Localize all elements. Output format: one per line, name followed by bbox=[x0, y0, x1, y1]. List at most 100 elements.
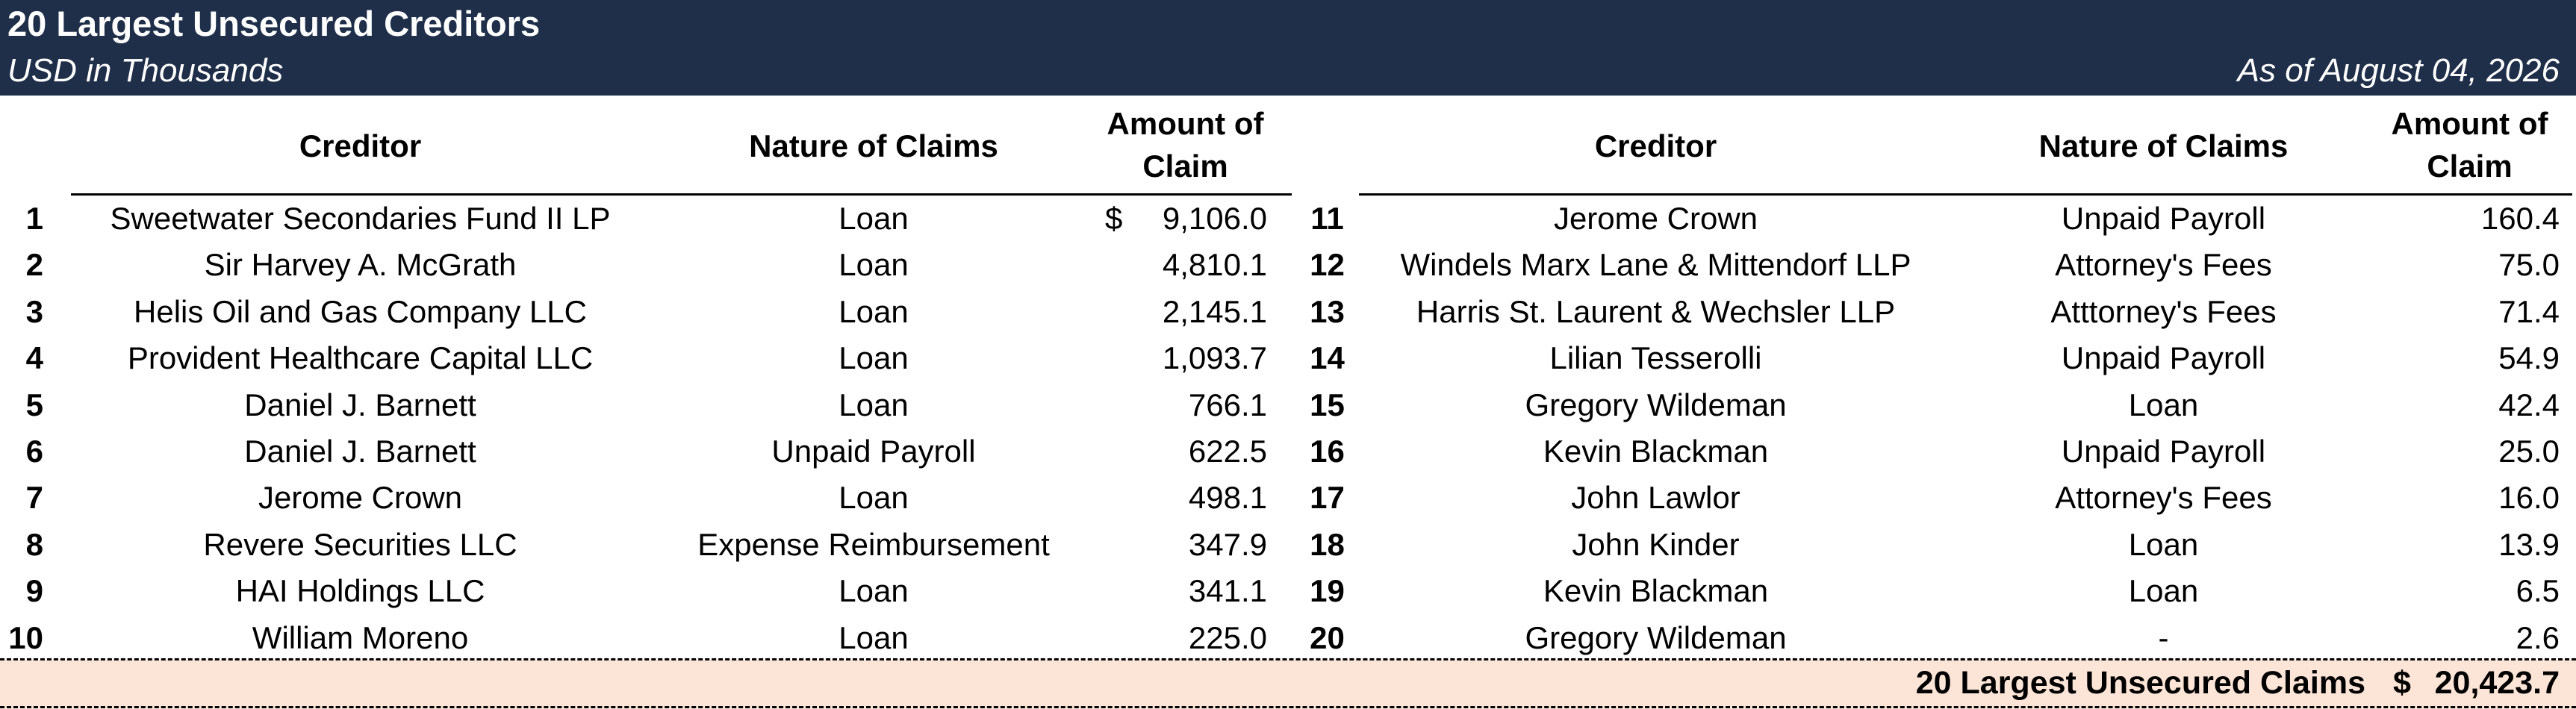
claim-amount: 13.9 bbox=[2498, 526, 2560, 562]
total-label: 20 Largest Unsecured Claims bbox=[1915, 665, 2365, 701]
creditor-name: HAI Holdings LLC bbox=[235, 573, 485, 609]
claim-nature: Atttorney's Fees bbox=[2050, 293, 2277, 329]
right-amount-header: Amount of Claim bbox=[2367, 102, 2572, 187]
total-row bbox=[0, 660, 2576, 709]
claim-nature: Attorney's Fees bbox=[2055, 247, 2272, 283]
as-of-date: As of August 04, 2026 bbox=[2237, 52, 2560, 89]
report-header: 20 Largest Unsecured Creditors USD in Th… bbox=[0, 0, 2576, 96]
row-number: 6 bbox=[25, 434, 43, 469]
claim-nature: Loan bbox=[839, 201, 909, 236]
claim-amount: 16.0 bbox=[2498, 480, 2560, 516]
row-number: 12 bbox=[1310, 247, 1345, 283]
creditor-name: Lilian Tesserolli bbox=[1549, 340, 1762, 376]
claim-amount: 1,093.7 bbox=[1162, 340, 1267, 376]
claim-nature: - bbox=[2158, 619, 2169, 655]
claim-amount: 71.4 bbox=[2498, 293, 2560, 329]
creditor-name: Harris St. Laurent & Wechsler LLP bbox=[1416, 293, 1896, 329]
left-amount-header-line2: Claim bbox=[1142, 149, 1228, 184]
row-number: 5 bbox=[25, 387, 43, 422]
left-nature-header: Nature of Claims bbox=[749, 128, 998, 163]
claim-amount: 42.4 bbox=[2498, 387, 2560, 422]
claim-amount: 6.5 bbox=[2516, 573, 2560, 609]
creditor-name: Provident Healthcare Capital LLC bbox=[127, 340, 594, 376]
left-creditor-header: Creditor bbox=[299, 128, 422, 163]
creditor-name: Kevin Blackman bbox=[1543, 573, 1769, 609]
row-number: 10 bbox=[8, 619, 43, 655]
claim-amount: 347.9 bbox=[1188, 526, 1267, 562]
claim-nature: Loan bbox=[839, 619, 909, 655]
right-amount-header-line2: Claim bbox=[2427, 149, 2513, 184]
claim-nature: Loan bbox=[839, 293, 909, 329]
row-number: 11 bbox=[1310, 201, 1344, 236]
total-value: 20,423.7 bbox=[2434, 665, 2560, 701]
creditor-name: Kevin Blackman bbox=[1543, 434, 1769, 469]
row-number: 4 bbox=[25, 340, 43, 376]
left-amount-header-line1: Amount of bbox=[1107, 106, 1264, 141]
creditor-name: Gregory Wildeman bbox=[1525, 619, 1787, 655]
row-number: 2 bbox=[25, 247, 43, 283]
creditor-name: Gregory Wildeman bbox=[1525, 387, 1787, 422]
creditor-name: John Kinder bbox=[1572, 526, 1740, 562]
row-number: 1 bbox=[25, 201, 43, 236]
creditor-name: William Moreno bbox=[252, 619, 469, 655]
claim-amount: 54.9 bbox=[2498, 340, 2560, 376]
creditor-name: Jerome Crown bbox=[1553, 201, 1758, 236]
claim-nature: Attorney's Fees bbox=[2055, 480, 2272, 516]
claim-nature: Loan bbox=[839, 247, 909, 283]
row-number: 17 bbox=[1310, 480, 1345, 516]
row-number: 16 bbox=[1310, 434, 1345, 469]
creditor-name: Sweetwater Secondaries Fund II LP bbox=[110, 201, 611, 236]
total-top-dash bbox=[0, 658, 2576, 660]
creditor-name: Daniel J. Barnett bbox=[244, 387, 476, 422]
claim-amount: 766.1 bbox=[1188, 387, 1267, 422]
creditor-name: Jerome Crown bbox=[258, 480, 463, 516]
creditor-name: John Lawlor bbox=[1571, 480, 1740, 516]
row-number: 18 bbox=[1310, 526, 1345, 562]
right-creditor-header: Creditor bbox=[1594, 128, 1717, 163]
claim-nature: Loan bbox=[839, 387, 909, 422]
claim-amount: 25.0 bbox=[2498, 434, 2560, 469]
claim-nature: Loan bbox=[2128, 526, 2199, 562]
dollar-sign: $ bbox=[1105, 201, 1123, 236]
claim-nature: Loan bbox=[2128, 573, 2199, 609]
report-title: 20 Largest Unsecured Creditors bbox=[7, 4, 541, 43]
claim-amount: 2,145.1 bbox=[1162, 293, 1267, 329]
total-bottom-dash bbox=[0, 706, 2576, 708]
claim-nature: Expense Reimbursement bbox=[697, 526, 1050, 562]
left-header-rule bbox=[71, 193, 1292, 196]
claim-nature: Loan bbox=[839, 480, 909, 516]
row-number: 3 bbox=[25, 293, 43, 329]
row-number: 9 bbox=[25, 573, 43, 609]
claim-nature: Unpaid Payroll bbox=[2061, 201, 2266, 236]
claim-amount: 75.0 bbox=[2498, 247, 2560, 283]
claim-amount: 9,106.0 bbox=[1162, 201, 1267, 236]
row-number: 15 bbox=[1310, 387, 1345, 422]
claim-nature: Loan bbox=[839, 573, 909, 609]
left-amount-header: Amount of Claim bbox=[1075, 102, 1295, 187]
units-subtitle: USD in Thousands bbox=[7, 52, 284, 89]
row-number: 8 bbox=[25, 526, 43, 562]
row-number: 19 bbox=[1310, 573, 1345, 609]
creditor-name: Helis Oil and Gas Company LLC bbox=[134, 293, 587, 329]
claim-amount: 622.5 bbox=[1188, 434, 1267, 469]
creditor-name: Windels Marx Lane & Mittendorf LLP bbox=[1400, 247, 1911, 283]
claim-amount: 225.0 bbox=[1188, 619, 1267, 655]
claim-amount: 341.1 bbox=[1188, 573, 1267, 609]
right-header-rule bbox=[1359, 193, 2572, 196]
right-nature-header: Nature of Claims bbox=[2038, 128, 2289, 163]
row-number: 7 bbox=[25, 480, 43, 516]
creditor-name: Daniel J. Barnett bbox=[244, 434, 476, 469]
right-amount-header-line1: Amount of bbox=[2391, 106, 2548, 141]
claim-amount: 4,810.1 bbox=[1162, 247, 1267, 283]
row-number: 14 bbox=[1310, 340, 1345, 376]
claim-amount: 2.6 bbox=[2516, 619, 2560, 655]
claim-nature: Loan bbox=[2128, 387, 2199, 422]
total-dollar-sign: $ bbox=[2393, 665, 2411, 701]
row-number: 13 bbox=[1310, 293, 1345, 329]
claim-nature: Unpaid Payroll bbox=[771, 434, 976, 469]
claim-nature: Loan bbox=[839, 340, 909, 376]
row-number: 20 bbox=[1310, 619, 1345, 655]
creditor-name: Revere Securities LLC bbox=[203, 526, 517, 562]
claim-nature: Unpaid Payroll bbox=[2061, 434, 2266, 469]
claim-nature: Unpaid Payroll bbox=[2061, 340, 2266, 376]
